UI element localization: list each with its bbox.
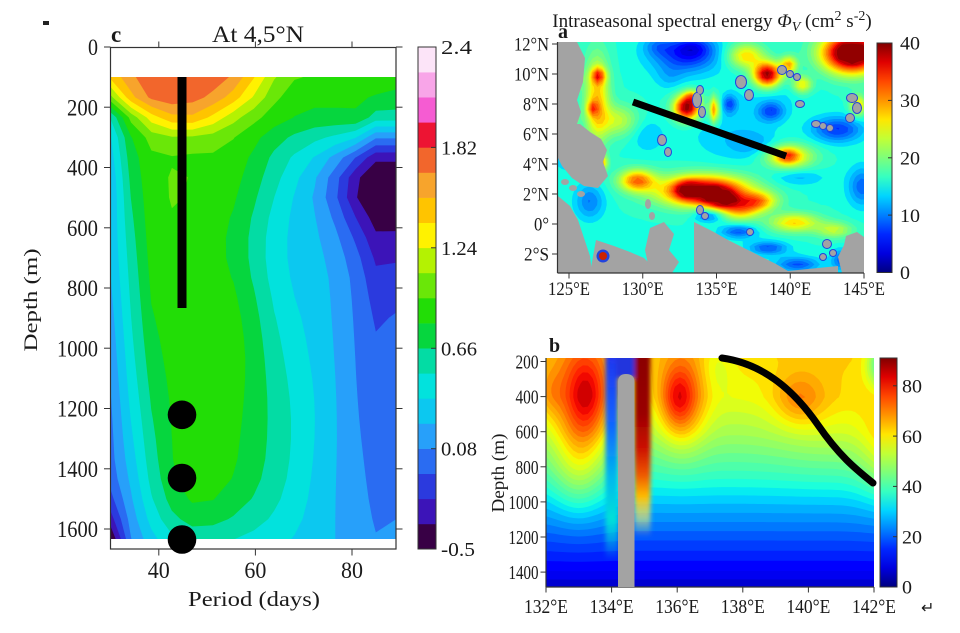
svg-text:132°E: 132°E (524, 596, 568, 618)
svg-text:10°N: 10°N (514, 65, 549, 85)
svg-text:Period (days): Period (days) (188, 587, 320, 611)
svg-text:125°E: 125°E (548, 280, 590, 300)
svg-text:c: c (111, 22, 121, 47)
svg-text:1.24: 1.24 (441, 238, 477, 260)
svg-text:0.66: 0.66 (441, 338, 477, 360)
svg-text:Depth (m): Depth (m) (488, 434, 509, 513)
svg-text:-0.5: -0.5 (441, 539, 475, 561)
svg-text:↵: ↵ (921, 600, 934, 617)
svg-text:142°E: 142°E (852, 596, 896, 618)
svg-text:a: a (558, 21, 568, 43)
svg-text:0: 0 (900, 263, 910, 284)
svg-text:60: 60 (902, 427, 922, 448)
svg-text:1200: 1200 (509, 527, 539, 549)
svg-text:600: 600 (67, 216, 98, 241)
svg-text:1400: 1400 (509, 562, 539, 584)
svg-text:136°E: 136°E (655, 596, 699, 618)
svg-text:20: 20 (900, 148, 920, 169)
svg-text:134°E: 134°E (590, 596, 634, 618)
svg-text:Depth (m): Depth (m) (21, 249, 42, 352)
svg-text:12°N: 12°N (514, 35, 549, 55)
svg-text:80: 80 (341, 558, 363, 583)
svg-text:20: 20 (902, 527, 922, 548)
svg-text:0: 0 (88, 35, 98, 60)
svg-text:200: 200 (67, 95, 98, 120)
svg-text:1.82: 1.82 (441, 137, 477, 159)
svg-text:1000: 1000 (509, 492, 539, 514)
svg-text:145°E: 145°E (843, 280, 885, 300)
svg-text:1200: 1200 (57, 397, 98, 422)
svg-text:140°E: 140°E (786, 596, 830, 618)
svg-text:30: 30 (900, 91, 920, 112)
svg-text:0°: 0° (534, 215, 549, 235)
svg-text:80: 80 (902, 376, 922, 397)
svg-text:6°N: 6°N (523, 125, 549, 145)
svg-text:40: 40 (902, 477, 922, 498)
svg-text:0.08: 0.08 (441, 439, 477, 461)
svg-text:400: 400 (67, 156, 98, 181)
svg-text:1600: 1600 (57, 517, 98, 542)
svg-text:400: 400 (516, 387, 539, 409)
svg-text:2.4: 2.4 (441, 37, 472, 59)
svg-text:10: 10 (900, 206, 920, 227)
svg-text:b: b (549, 335, 560, 357)
svg-text:1000: 1000 (57, 336, 98, 361)
svg-text:Intraseasonal spectral energy: Intraseasonal spectral energy ΦV (cm2 s-… (552, 9, 871, 35)
svg-text:135°E: 135°E (696, 280, 738, 300)
svg-text:200: 200 (516, 352, 539, 374)
svg-text:140°E: 140°E (769, 280, 811, 300)
svg-text:1400: 1400 (57, 457, 98, 482)
svg-text:4°N: 4°N (523, 155, 549, 175)
svg-text:0: 0 (902, 578, 912, 599)
svg-text:8°N: 8°N (523, 95, 549, 115)
svg-text:600: 600 (516, 422, 539, 444)
svg-text:800: 800 (516, 457, 539, 479)
svg-text:2°S: 2°S (524, 245, 549, 265)
svg-text:800: 800 (67, 276, 98, 301)
svg-text:40: 40 (900, 34, 920, 55)
svg-text:130°E: 130°E (622, 280, 664, 300)
svg-text:40: 40 (148, 558, 170, 583)
svg-text:60: 60 (244, 558, 266, 583)
svg-text:At 4,5°N: At 4,5°N (212, 22, 304, 47)
svg-text:2°N: 2°N (523, 185, 549, 205)
svg-text:138°E: 138°E (721, 596, 765, 618)
